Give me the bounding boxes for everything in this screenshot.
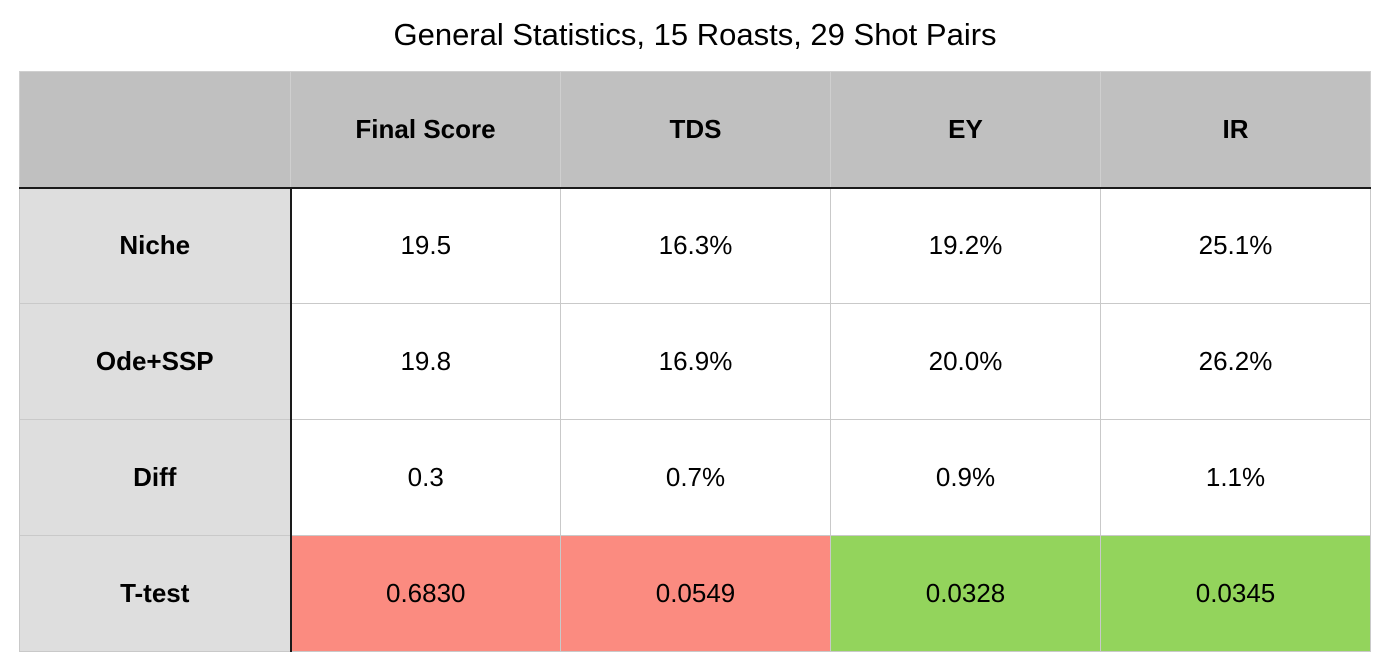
t-test-cell-final-score: 0.6830	[290, 535, 561, 652]
chart-title: General Statistics, 15 Roasts, 29 Shot P…	[393, 17, 997, 52]
statistics-table: Final Score TDS EY IR Niche 19.5 16.3% 1…	[19, 71, 1371, 652]
table-cell: 0.7%	[560, 419, 831, 536]
corner-header	[19, 71, 291, 189]
table-header-row: Final Score TDS EY IR	[19, 71, 1371, 189]
row-header-t-test: T-test	[19, 535, 292, 652]
table-cell: 19.2%	[830, 187, 1101, 304]
row-header-diff: Diff	[19, 419, 292, 536]
table-cell: 0.9%	[830, 419, 1101, 536]
table-cell: 25.1%	[1100, 187, 1371, 304]
table-cell: 1.1%	[1100, 419, 1371, 536]
table-row-t-test: T-test 0.6830 0.0549 0.0328 0.0345	[19, 535, 1371, 652]
table-cell: 0.3	[290, 419, 561, 536]
row-header-ode-ssp: Ode+SSP	[19, 303, 292, 420]
table-row-diff: Diff 0.3 0.7% 0.9% 1.1%	[19, 419, 1371, 536]
t-test-cell-ey: 0.0328	[830, 535, 1101, 652]
table-cell: 20.0%	[830, 303, 1101, 420]
t-test-cell-tds: 0.0549	[560, 535, 831, 652]
t-test-cell-ir: 0.0345	[1100, 535, 1371, 652]
column-header-final-score: Final Score	[290, 71, 561, 189]
column-header-tds: TDS	[560, 71, 831, 189]
table-cell: 16.9%	[560, 303, 831, 420]
table-cell: 26.2%	[1100, 303, 1371, 420]
table-row-niche: Niche 19.5 16.3% 19.2% 25.1%	[19, 187, 1371, 304]
table-cell: 19.5	[290, 187, 561, 304]
column-header-ir: IR	[1100, 71, 1371, 189]
table-cell: 16.3%	[560, 187, 831, 304]
column-header-ey: EY	[830, 71, 1101, 189]
row-header-niche: Niche	[19, 187, 292, 304]
table-row-ode-ssp: Ode+SSP 19.8 16.9% 20.0% 26.2%	[19, 303, 1371, 420]
table-cell: 19.8	[290, 303, 561, 420]
